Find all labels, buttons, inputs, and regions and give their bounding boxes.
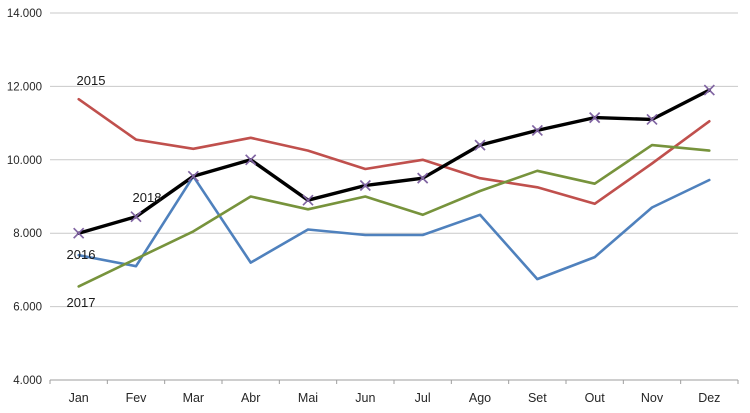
x-marker: [302, 194, 314, 206]
x-axis-label: Fev: [126, 391, 148, 405]
series-line-2017: [77, 143, 711, 288]
x-axis-label: Out: [585, 391, 606, 405]
series-line-2018: [76, 88, 711, 235]
x-axis-label: Abr: [241, 391, 260, 405]
series-line-2015: [77, 97, 711, 206]
series-line-2016: [77, 175, 711, 281]
y-axis-tick-label: 8.000: [13, 228, 42, 240]
series-label-2017: 2017: [67, 295, 96, 310]
x-marker: [589, 111, 601, 124]
series-label-2018: 2018: [133, 190, 162, 205]
x-marker: [73, 227, 85, 239]
x-marker: [130, 211, 142, 223]
x-marker: [703, 84, 715, 96]
y-axis-tick-label: 6.000: [13, 302, 42, 314]
x-marker: [359, 179, 371, 192]
x-marker: [245, 154, 257, 166]
y-axis-tick-label: 10.000: [7, 155, 42, 167]
x-axis-label: Mai: [298, 391, 318, 405]
x-axis-label: Jul: [415, 391, 431, 405]
x-axis-label: Set: [528, 391, 547, 405]
x-axis-label: Ago: [469, 391, 491, 405]
y-axis-tick-label: 14.000: [7, 8, 42, 20]
x-marker: [417, 172, 429, 184]
y-axis-tick-label: 12.000: [7, 81, 42, 93]
x-marker: [646, 113, 658, 126]
x-marker: [531, 124, 543, 137]
y-axis-tick-label: 4.000: [13, 375, 42, 387]
x-marker: [187, 170, 199, 182]
x-marker: [474, 139, 486, 151]
x-axis-label: Mar: [183, 391, 205, 405]
x-axis-label: Dez: [698, 391, 720, 405]
series-label-2015: 2015: [77, 73, 106, 88]
x-axis-label: Jan: [69, 391, 89, 405]
series-label-2016: 2016: [67, 247, 96, 262]
x-axis-label: Jun: [355, 391, 375, 405]
x-axis-label: Nov: [641, 391, 664, 405]
